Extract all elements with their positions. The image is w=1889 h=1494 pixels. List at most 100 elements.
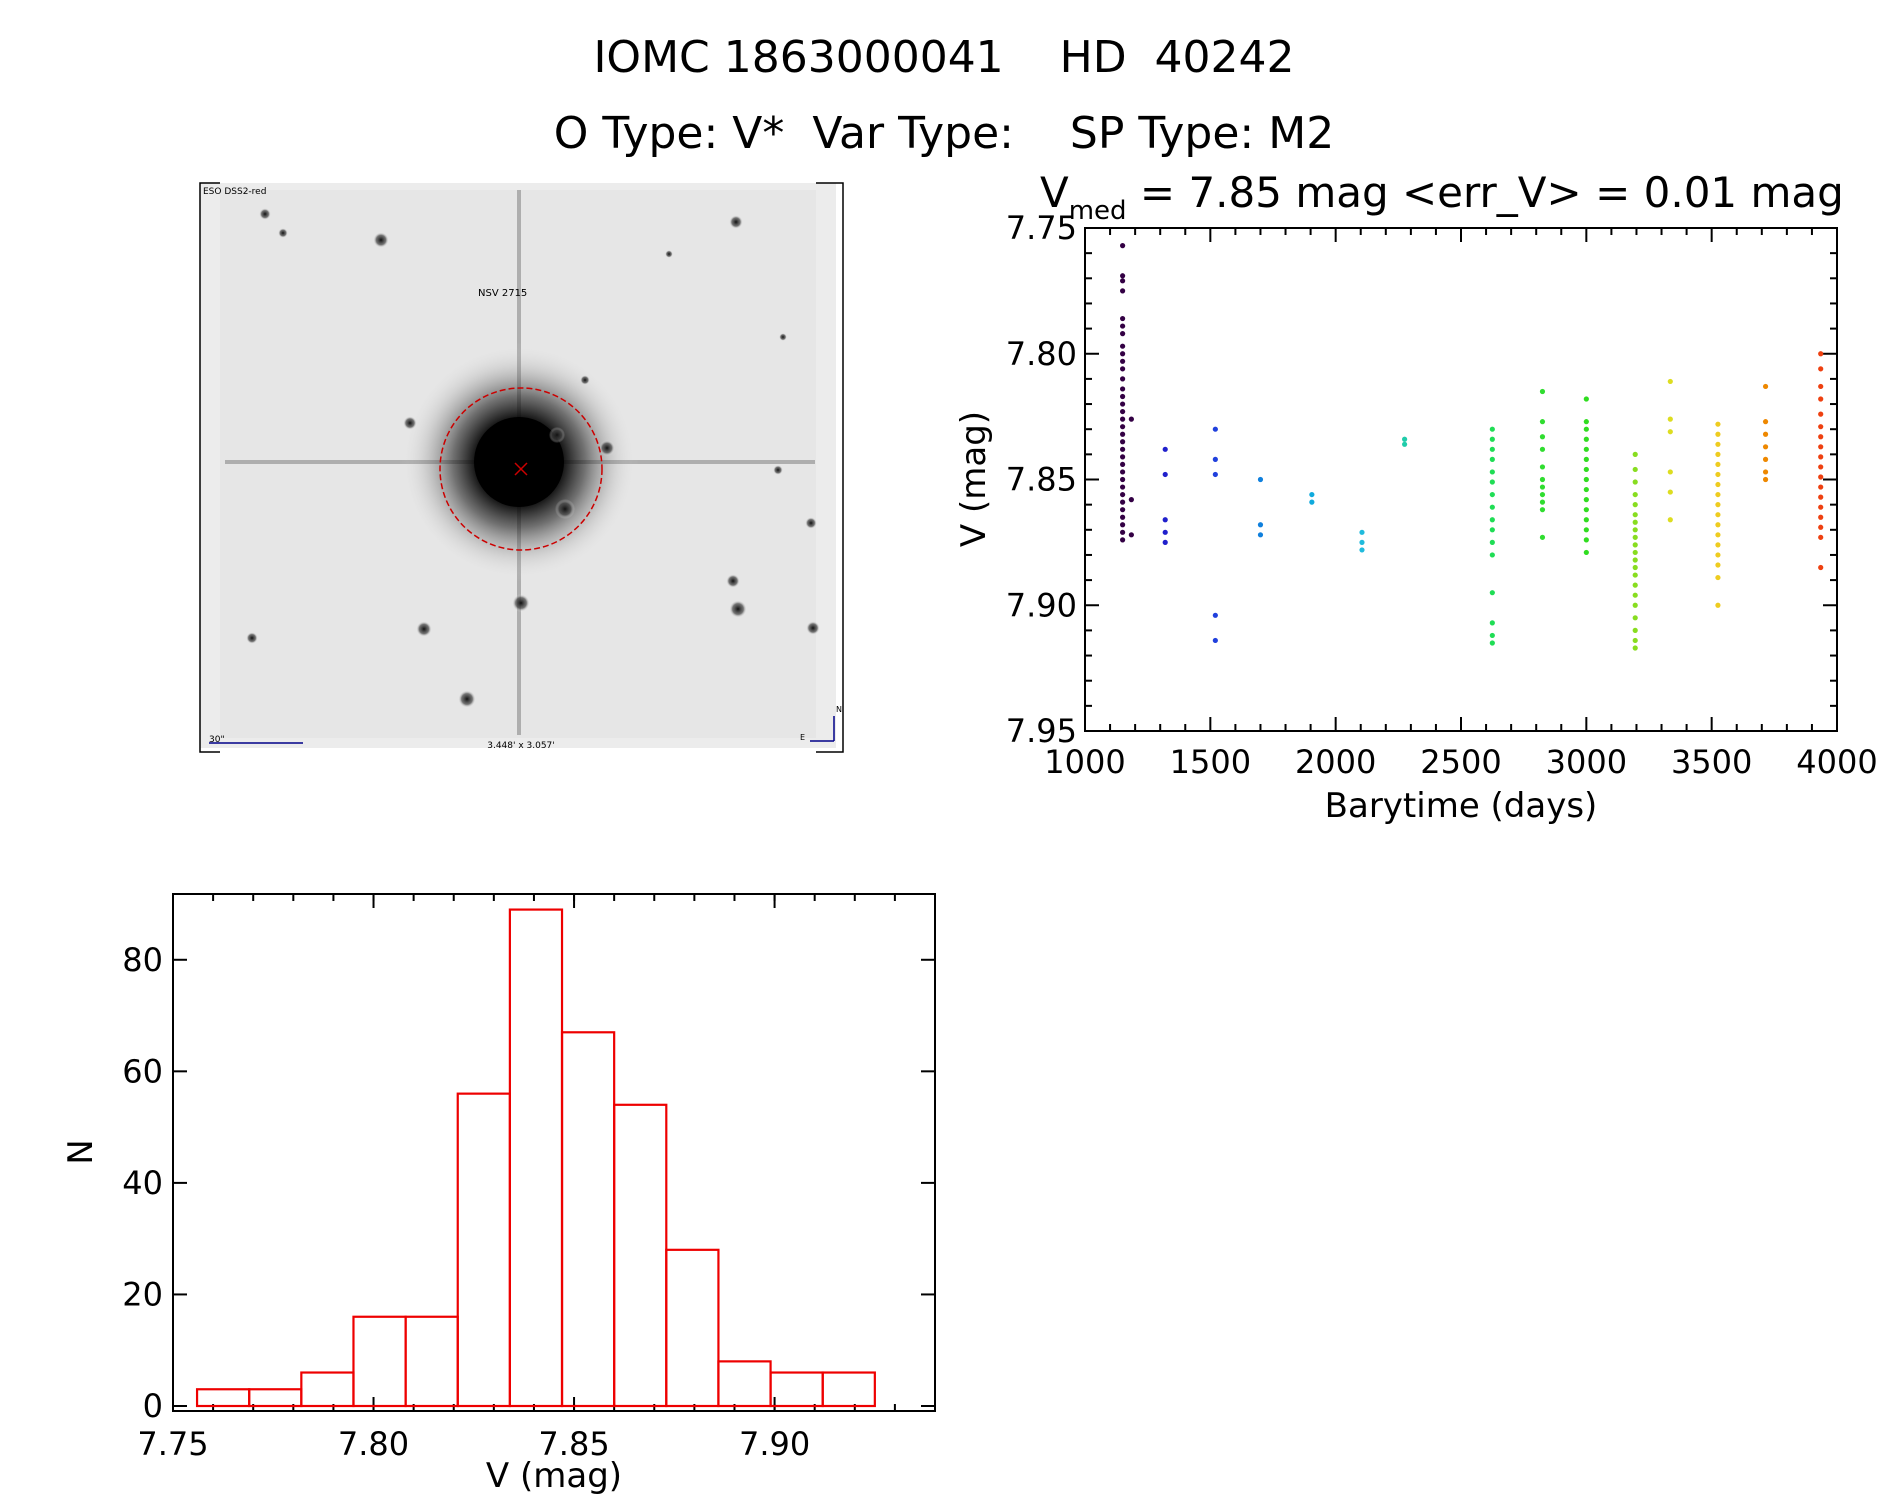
scatter-point	[1257, 476, 1264, 483]
scatter-x-tick-label: 3000	[1546, 743, 1627, 781]
scatter-point	[1762, 431, 1769, 437]
scatter-point	[1632, 592, 1638, 598]
scatter-y-tick-label: 7.85	[1006, 461, 1077, 499]
scatter-point	[1632, 491, 1638, 498]
scatter-point	[1715, 574, 1721, 581]
scatter-point	[1489, 491, 1495, 498]
scatter-point	[1539, 419, 1546, 425]
scatter-point	[1120, 507, 1126, 513]
scatter-point	[1818, 351, 1824, 357]
compass-north-label: N	[836, 705, 842, 714]
scatter-point	[1632, 527, 1638, 533]
scatter-point	[1120, 343, 1126, 349]
scatter-point	[1489, 539, 1495, 545]
scatter-point	[1632, 534, 1638, 540]
histogram-bar	[717, 1360, 772, 1408]
scatter-point	[1539, 534, 1546, 540]
scatter-y-tick-label: 7.90	[1006, 586, 1077, 624]
scatter-point	[1162, 539, 1168, 545]
scatter-point	[1120, 529, 1126, 535]
scatter-point	[1120, 386, 1126, 392]
scatter-point	[1583, 426, 1589, 432]
scatter-point	[1257, 532, 1264, 538]
scatter-point	[1120, 416, 1126, 422]
scatter-point	[1257, 522, 1264, 528]
scatter-point	[1120, 358, 1126, 364]
scatter-point	[1583, 527, 1589, 533]
scatter-point	[1162, 471, 1168, 478]
scatter-point	[1667, 489, 1673, 495]
scatter-point	[1539, 484, 1546, 490]
scatter-point	[1583, 497, 1589, 503]
scatter-point	[1632, 479, 1638, 485]
scatter-point	[1715, 552, 1721, 558]
hist-x-tick-label: 7.90	[739, 1425, 810, 1463]
scatter-point	[1120, 331, 1126, 337]
scatter-point	[1818, 464, 1824, 470]
scatter-point	[1120, 446, 1126, 452]
scatter-point	[1818, 474, 1824, 480]
scatter-point	[1359, 529, 1365, 535]
scatter-point	[1818, 564, 1824, 571]
scatter-x-tick-label: 2000	[1295, 743, 1376, 781]
hist-x-tick-label: 7.75	[137, 1425, 208, 1463]
scatter-point	[1489, 456, 1495, 462]
scatter-plot-frame	[1084, 227, 1838, 732]
scatter-point	[1632, 602, 1638, 608]
scatter-point	[1120, 431, 1126, 437]
target-circle	[439, 387, 603, 551]
scatter-point	[1632, 451, 1638, 457]
scatter-point	[1818, 424, 1824, 430]
scatter-y-tick-label: 7.95	[1006, 712, 1077, 750]
compass: N E	[800, 705, 842, 742]
scatter-point	[1583, 517, 1589, 523]
scatter-point	[1359, 547, 1365, 553]
scatter-point	[1309, 491, 1315, 498]
scatter-point	[1309, 499, 1315, 505]
hist-y-tick-label: 20	[122, 1275, 163, 1313]
scatter-point	[1539, 476, 1546, 483]
scatter-point	[1583, 436, 1589, 442]
object-label: NSV 2715	[478, 288, 527, 299]
scatter-point	[1489, 469, 1495, 475]
histogram-bar	[456, 1092, 511, 1408]
title-rest: = 7.85 mag <err_V> = 0.01 mag	[1127, 168, 1844, 217]
scatter-point	[1715, 532, 1721, 538]
scatter-point	[1818, 383, 1824, 390]
light-curve-chart: Vmed = 7.85 mag <err_V> = 0.01 mag 1000 1…	[954, 168, 1878, 826]
scatter-point	[1120, 491, 1126, 498]
scatter-point	[1489, 620, 1495, 626]
scatter-point	[1120, 469, 1126, 475]
title-subscript: med	[1069, 196, 1127, 226]
scatter-point	[1715, 471, 1721, 478]
scatter-point	[1583, 549, 1589, 556]
scatter-point	[1120, 484, 1126, 490]
scatter-point	[1762, 383, 1769, 390]
scatter-point	[1818, 444, 1824, 450]
scatter-point	[1120, 537, 1126, 543]
scatter-point	[1715, 491, 1721, 498]
scatter-point	[1818, 534, 1824, 540]
scatter-point	[1715, 502, 1721, 508]
scatter-point	[1489, 632, 1495, 639]
scatter-point	[1212, 471, 1218, 478]
scatter-point	[1212, 612, 1218, 618]
scatter-point	[1632, 549, 1638, 556]
scatter-y-tick-label: 7.80	[1006, 335, 1077, 373]
scatter-point	[1632, 582, 1638, 588]
scatter-point	[1818, 504, 1824, 510]
scatter-point	[1818, 514, 1824, 520]
scatter-point	[1120, 376, 1126, 382]
scatter-point	[1632, 502, 1638, 508]
scatter-point	[1632, 519, 1638, 525]
scatter-title: Vmed = 7.85 mag <err_V> = 0.01 mag	[1040, 168, 1844, 226]
scatter-point	[1489, 436, 1495, 442]
scatter-point	[1212, 456, 1218, 462]
scatter-x-tick-label: 3500	[1671, 743, 1752, 781]
scatter-point	[1818, 434, 1824, 440]
scatter-point	[1402, 441, 1408, 447]
scatter-point	[1128, 416, 1134, 422]
scatter-point	[1715, 562, 1721, 568]
scatter-point	[1715, 522, 1721, 528]
scatter-point	[1762, 419, 1769, 425]
